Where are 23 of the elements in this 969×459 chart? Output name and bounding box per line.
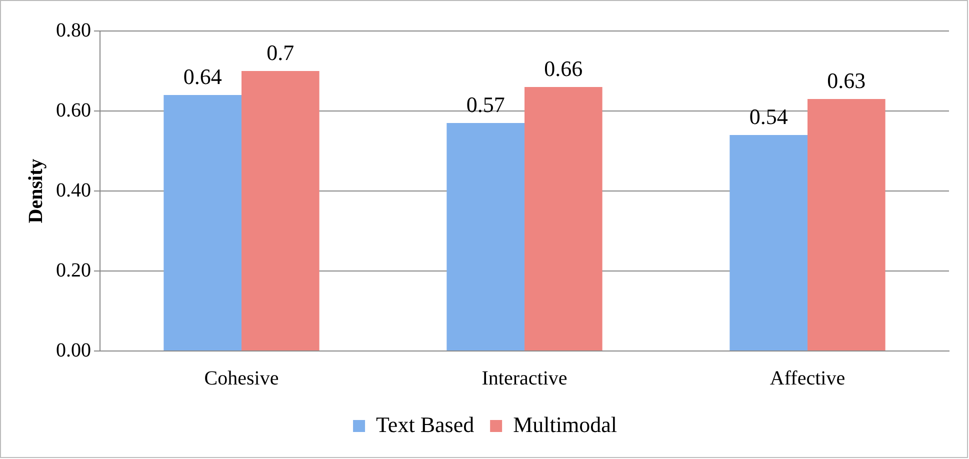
- y-tick-label: 0.60: [56, 99, 91, 122]
- bar: [808, 99, 886, 350]
- x-tick-label: Interactive: [482, 367, 568, 390]
- bar: [164, 95, 242, 350]
- y-tick-label: 0.20: [56, 259, 91, 282]
- data-label: 0.63: [827, 68, 866, 93]
- data-label: 0.66: [544, 56, 583, 81]
- bar: [524, 87, 602, 350]
- y-tick-label: 0.00: [56, 339, 91, 362]
- y-axis-title: Density: [25, 158, 48, 224]
- x-tick-label: Cohesive: [204, 367, 279, 390]
- bar: [446, 123, 524, 350]
- legend-label: Text Based: [376, 412, 474, 437]
- y-tick-label: 0.40: [56, 179, 91, 202]
- bar: [242, 71, 320, 350]
- y-tick-label: 0.80: [56, 19, 91, 42]
- data-label: 0.57: [466, 92, 505, 117]
- legend-label: Multimodal: [513, 412, 617, 437]
- x-tick-label: Affective: [770, 367, 846, 390]
- bar: [730, 135, 808, 350]
- data-label: 0.54: [749, 104, 788, 129]
- data-label: 0.7: [266, 40, 294, 65]
- data-label: 0.64: [183, 64, 222, 89]
